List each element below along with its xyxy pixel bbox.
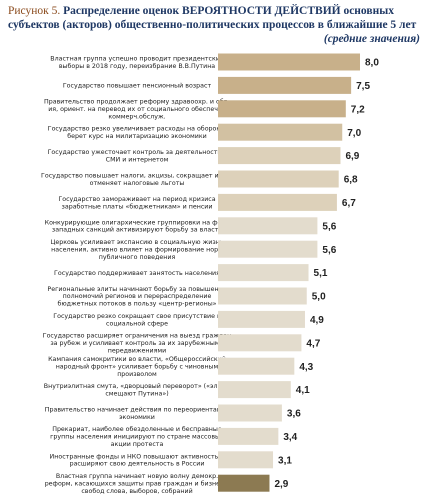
bar	[218, 404, 282, 422]
category-label: Кампания самокритики во власти, «Общерос…	[48, 355, 226, 363]
bar	[218, 310, 305, 328]
category-label: группы населения инициируют по стране ма…	[50, 434, 224, 441]
category-label: произволом	[117, 371, 157, 378]
category-label: ия, ориент. на перевод их от социального…	[48, 105, 226, 113]
bar	[218, 193, 337, 211]
category-label: Внутриэлитная смута, «дворцовый переворо…	[44, 382, 230, 390]
category-label: свобод слова, выборов, собраний	[81, 487, 192, 495]
category-label: полномочий регионов и перераспределение	[63, 292, 212, 300]
category-label: заработные платы «бюджетникам» и пенсии	[61, 202, 212, 210]
value-label: 5,0	[312, 292, 326, 303]
category-label: Региональные элиты начинают борьбу за по…	[47, 285, 226, 293]
category-label: Государство поддерживает занятость насел…	[54, 270, 220, 277]
category-label: Государство замораживает на период кризи…	[58, 196, 215, 203]
category-label: народный фронт» усиливает борьбу с чинов…	[56, 362, 219, 370]
value-label: 7,5	[356, 81, 370, 92]
category-label: Государство повышает налоги, акцизы, сок…	[41, 173, 233, 180]
category-label: Государство повышает пенсионный возраст	[63, 82, 212, 90]
bar	[218, 170, 339, 188]
category-label: расширяют свою деятельность в России	[70, 461, 205, 468]
category-label: коммерч.обслуж.	[108, 112, 165, 120]
bar	[218, 147, 341, 165]
value-label: 5,1	[314, 268, 328, 279]
value-label: 6,7	[342, 198, 356, 209]
value-label: 7,0	[347, 128, 361, 139]
bar	[218, 264, 309, 282]
category-label: Государство ужесточает контроль за деяте…	[48, 149, 227, 156]
category-label: Правительство продолжает реформу здравоо…	[44, 98, 230, 106]
bar	[218, 474, 270, 492]
category-label: передвижениями	[108, 347, 166, 354]
bar	[218, 381, 291, 399]
bar	[218, 451, 274, 469]
value-label: 6,9	[345, 151, 359, 162]
bar	[218, 357, 295, 375]
category-label: смещают Путина»)	[105, 391, 168, 398]
bar	[218, 76, 352, 94]
bar	[218, 123, 343, 141]
category-label: Государство расширяет ограничения на вые…	[43, 333, 232, 340]
value-label: 4,1	[296, 385, 310, 396]
category-label: бюджетных потоков в пользу «центр-регион…	[57, 300, 216, 308]
value-label: 8,0	[365, 58, 379, 69]
value-label: 4,3	[299, 362, 313, 373]
bar	[218, 100, 346, 118]
value-label: 6,8	[344, 175, 358, 186]
bar	[218, 240, 318, 258]
category-label: Прекариат, наиболее обездоленные и беспр…	[52, 425, 222, 433]
category-label: экономики	[119, 414, 155, 421]
category-label: СМИ и интернетом	[106, 157, 169, 164]
category-label: Государство резко сокращает свое присутс…	[53, 313, 221, 320]
bar	[218, 427, 279, 445]
value-label: 5,6	[322, 245, 336, 256]
category-label: Государство резко увеличивает расходы на…	[48, 125, 227, 133]
bar	[218, 287, 307, 305]
category-label: Иностранные фонды и НКО повышают активно…	[50, 453, 225, 460]
category-label: социальной сфере	[106, 319, 168, 327]
title-line: Распределение оценок ВЕРОЯТНОСТИ ДЕЙСТВИ…	[63, 3, 394, 17]
value-label: 3,6	[287, 409, 301, 420]
bar	[218, 217, 318, 235]
category-label: берет курс на милитаризацию экономики	[67, 132, 207, 140]
value-label: 3,4	[283, 432, 297, 443]
bar	[218, 53, 360, 71]
value-label: 7,2	[351, 104, 365, 115]
figure-label: Рисунок 5.	[8, 5, 60, 17]
value-label: 3,1	[278, 455, 292, 466]
category-label: выборы в 2018 году, переизбрание В.В.Пут…	[59, 62, 215, 70]
category-label: отменяет налоговые льготы	[90, 180, 185, 187]
category-label: за рубеж и усиливает контроль за их зару…	[50, 339, 223, 347]
category-label: Конкурирующие олигархические группировки…	[45, 219, 230, 226]
value-label: 5,6	[322, 221, 336, 232]
category-label: Властная группа начинает новую волну дем…	[56, 473, 218, 480]
category-label: публичного поведения	[99, 253, 176, 261]
value-label: 2,9	[274, 479, 288, 490]
chart-title-line: Рисунок 5. Распределение оценок ВЕРОЯТНО…	[8, 3, 394, 17]
category-label: реформ, касающихся защиты прав граждан и…	[45, 479, 230, 487]
chart-subtitle: (средние значения)	[324, 33, 420, 45]
category-label: Властная группа успешно проводит президе…	[50, 56, 224, 63]
category-label: западных санкций активизируют борьбу за …	[52, 226, 222, 234]
bar	[218, 334, 302, 352]
title-line: субъектов (акторов) общественно-политиче…	[8, 19, 417, 31]
category-label: населения, активно влияет на формировани…	[51, 246, 223, 253]
category-label: акции протеста	[111, 441, 164, 448]
value-label: 4,9	[310, 315, 324, 326]
category-label: Церковь усиливает экспансию в социальную…	[50, 239, 223, 246]
category-label: Правительство начинает действия по перео…	[45, 406, 229, 414]
value-label: 4,7	[306, 338, 320, 349]
